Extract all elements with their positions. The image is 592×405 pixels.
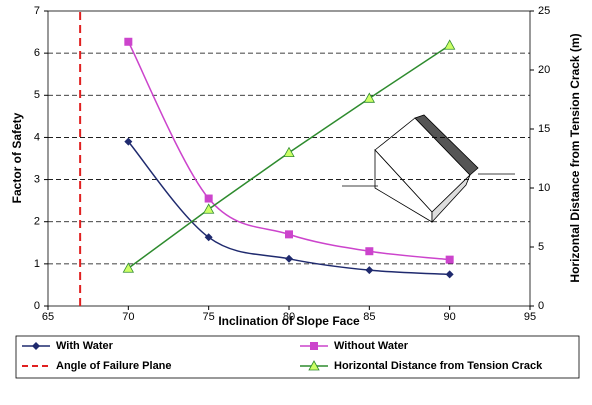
marker xyxy=(204,204,214,213)
marker xyxy=(205,195,213,203)
x-tick-label: 75 xyxy=(203,311,215,323)
x-tick-label: 85 xyxy=(363,311,375,323)
x-tick-label: 90 xyxy=(444,311,456,323)
y2-tick-label: 20 xyxy=(538,64,550,76)
y-tick-label: 6 xyxy=(34,47,40,59)
x-tick-label: 80 xyxy=(283,311,295,323)
y-tick-label: 7 xyxy=(34,5,40,17)
marker xyxy=(284,148,294,157)
marker xyxy=(123,263,133,272)
marker xyxy=(364,93,374,102)
marker xyxy=(446,256,454,264)
x-tick-label: 95 xyxy=(524,311,536,323)
legend-marker xyxy=(32,342,40,350)
slope-sketch xyxy=(342,115,515,222)
marker xyxy=(446,270,454,278)
marker xyxy=(285,255,293,263)
y-tick-label: 4 xyxy=(34,131,40,143)
legend-label: With Water xyxy=(56,340,114,352)
marker xyxy=(285,230,293,238)
x-tick-label: 65 xyxy=(42,311,54,323)
y-tick-label: 5 xyxy=(34,89,40,101)
chart: Inclination of Slope Face Factor of Safe… xyxy=(0,0,592,405)
y2-tick-label: 5 xyxy=(538,241,544,253)
marker xyxy=(124,38,132,46)
y2-tick-label: 15 xyxy=(538,123,550,135)
x-tick-label: 70 xyxy=(122,311,134,323)
y-tick-label: 0 xyxy=(34,300,40,312)
marker xyxy=(365,266,373,274)
legend-marker xyxy=(310,342,318,350)
legend-label: Without Water xyxy=(334,340,409,352)
y2-tick-label: 0 xyxy=(538,300,544,312)
legend-label: Horizontal Distance from Tension Crack xyxy=(334,360,543,372)
y-tick-label: 1 xyxy=(34,258,40,270)
y2-tick-label: 10 xyxy=(538,182,550,194)
y-tick-label: 2 xyxy=(34,216,40,228)
legend-label: Angle of Failure Plane xyxy=(56,360,172,372)
y-axis-title: Factor of Safety xyxy=(10,112,24,203)
y-tick-label: 3 xyxy=(34,173,40,185)
marker xyxy=(365,247,373,255)
y2-axis-title: Horizontal Distance from Tension Crack (… xyxy=(568,33,582,282)
marker xyxy=(445,40,455,49)
y2-tick-label: 25 xyxy=(538,5,550,17)
